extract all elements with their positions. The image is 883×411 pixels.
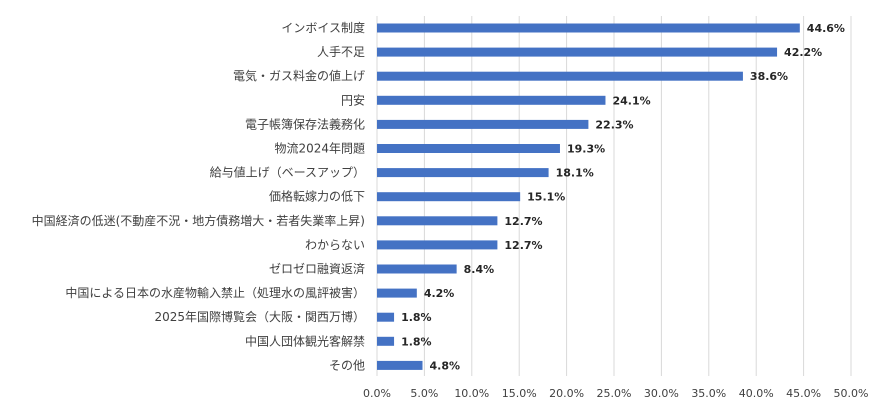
- category-label: 価格転嫁力の低下: [269, 189, 365, 204]
- bar: [377, 23, 800, 33]
- x-axis-tick-labels: 0.0% 5.0% 10.0% 15.0% 20.0% 25.0% 30.0% 35.0% 40…: [363, 387, 868, 400]
- bar: [377, 47, 778, 57]
- category-label: 給与値上げ（ベースアップ）: [210, 165, 365, 180]
- x-tick-label: 45.0%: [786, 387, 821, 400]
- category-label: わからない: [305, 238, 365, 252]
- category-labels: インボイス制度人手不足電気・ガス料金の値上げ円安電子帳簿保存法義務化物流2024…: [32, 20, 365, 372]
- category-label: 電子帳簿保存法義務化: [245, 116, 365, 131]
- category-label: 円安: [341, 92, 365, 107]
- bar: [377, 119, 589, 129]
- x-tick-label: 15.0%: [502, 387, 537, 400]
- bar: [377, 144, 560, 153]
- bar: [377, 360, 423, 370]
- bar: [377, 95, 606, 105]
- data-label: 19.3%: [567, 143, 605, 156]
- category-label: 2025年国際博覧会（大阪・関西万博）: [154, 309, 365, 324]
- bar: [377, 192, 521, 202]
- bars: [377, 23, 800, 370]
- bar: [377, 71, 743, 81]
- x-tick-label: 25.0%: [597, 387, 632, 400]
- category-label: インボイス制度: [281, 20, 365, 35]
- data-label: 1.8%: [401, 335, 432, 348]
- category-label: 中国による日本の水産物輸入禁止（処理水の風評被害）: [65, 285, 365, 300]
- data-label: 24.1%: [612, 94, 650, 107]
- category-label: 人手不足: [317, 45, 365, 59]
- x-tick-label: 5.0%: [410, 387, 438, 400]
- data-label: 8.4%: [464, 263, 495, 276]
- x-tick-label: 35.0%: [691, 387, 726, 400]
- category-label: 電気・ガス料金の値上げ: [233, 68, 365, 83]
- bar: [377, 312, 395, 322]
- category-label: 物流2024年問題: [274, 142, 365, 156]
- x-tick-label: 40.0%: [739, 387, 774, 400]
- data-label: 4.8%: [430, 359, 461, 372]
- bar: [377, 336, 395, 346]
- bar: [377, 216, 498, 226]
- data-label: 38.6%: [750, 70, 788, 83]
- x-tick-label: 20.0%: [549, 387, 584, 400]
- bar: [377, 168, 549, 178]
- category-label: その他: [329, 358, 365, 372]
- bar: [377, 264, 457, 274]
- data-label: 4.2%: [424, 287, 455, 300]
- data-label: 44.6%: [807, 22, 845, 35]
- bar: [377, 240, 498, 250]
- data-label: 18.1%: [556, 167, 594, 180]
- x-tick-label: 50.0%: [834, 387, 869, 400]
- data-label: 42.2%: [784, 46, 822, 59]
- data-label: 12.7%: [504, 239, 542, 252]
- bar: [377, 288, 417, 298]
- x-tick-label: 0.0%: [363, 387, 391, 400]
- data-label: 12.7%: [504, 215, 542, 228]
- x-tick-label: 30.0%: [644, 387, 679, 400]
- data-label: 1.8%: [401, 311, 432, 324]
- data-label: 22.3%: [595, 118, 633, 131]
- category-label: 中国経済の低迷(不動産不況・地方債務増大・若者失業率上昇): [32, 213, 365, 228]
- x-tick-label: 10.0%: [454, 387, 489, 400]
- data-label: 15.1%: [527, 191, 565, 204]
- category-label: 中国人団体観光客解禁: [245, 333, 365, 348]
- category-label: ゼロゼロ融資返済: [269, 261, 365, 276]
- data-labels: 44.6% 42.2% 38.6% 24.1% 22.3% 19.3% 18.1% 15.1%…: [401, 22, 845, 372]
